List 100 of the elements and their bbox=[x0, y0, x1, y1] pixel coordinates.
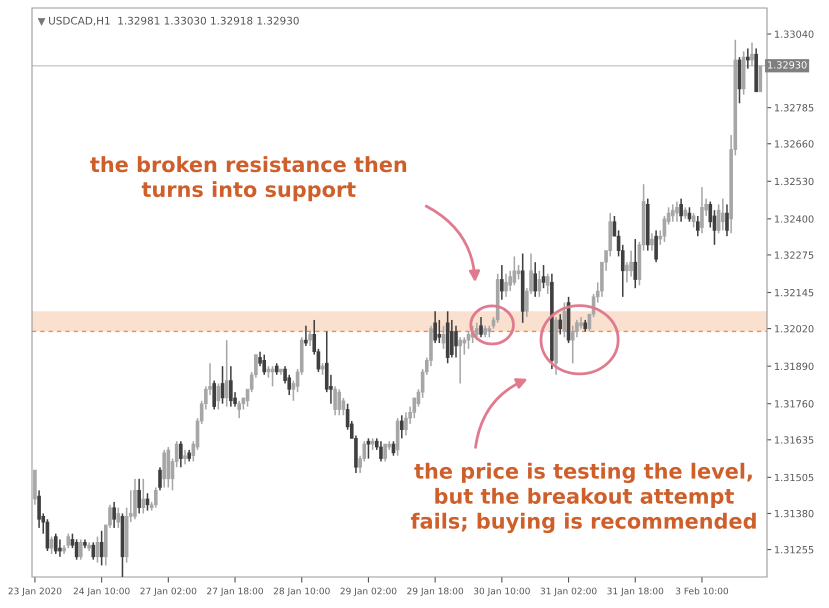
x-tick-label: 27 Jan 18:00 bbox=[207, 588, 264, 596]
y-tick-label: 1.32530 bbox=[775, 178, 814, 186]
candlestick bbox=[750, 42, 754, 67]
candlestick bbox=[454, 324, 458, 358]
candlestick bbox=[379, 440, 383, 462]
candlestick bbox=[475, 322, 479, 341]
candlestick bbox=[229, 365, 233, 408]
candlestick bbox=[725, 204, 729, 237]
candlestick bbox=[216, 382, 220, 410]
candlestick bbox=[533, 261, 538, 298]
candlestick bbox=[154, 486, 158, 508]
candlestick bbox=[220, 365, 224, 404]
y-tick-label: 1.31505 bbox=[775, 474, 814, 482]
candlestick bbox=[337, 388, 342, 416]
y-tick-label: 1.32020 bbox=[775, 325, 814, 332]
candlestick bbox=[146, 492, 150, 512]
x-tick-label: 28 Jan 10:00 bbox=[274, 588, 330, 596]
candlestick bbox=[266, 365, 270, 378]
text: USDCAD,H1 1.32981 1.33030 1.32918 1.32930 bbox=[49, 16, 299, 26]
candlestick bbox=[58, 538, 62, 558]
candlestick bbox=[320, 362, 324, 376]
candlestick bbox=[400, 414, 404, 440]
candlestick bbox=[625, 261, 629, 284]
y-tick-label: 1.32660 bbox=[775, 140, 814, 148]
candlestick bbox=[538, 270, 542, 298]
y-tick-label: 1.31255 bbox=[775, 546, 814, 554]
candlestick bbox=[438, 319, 442, 344]
candlestick bbox=[137, 478, 141, 514]
candlestick bbox=[54, 532, 58, 555]
candlestick bbox=[116, 506, 120, 529]
candlestick bbox=[688, 206, 692, 222]
candlestick bbox=[483, 324, 487, 338]
candlestick bbox=[562, 302, 566, 338]
candlestick bbox=[304, 324, 308, 347]
candlestick bbox=[721, 198, 725, 232]
y-tick-label: 1.31635 bbox=[775, 436, 814, 444]
candlestick bbox=[583, 319, 588, 332]
candlestick bbox=[654, 230, 658, 263]
candlestick bbox=[500, 264, 504, 300]
annotation: the price is testing the level, but the breakout attempt fails; buying is recommended bbox=[410, 462, 756, 534]
candlestick bbox=[696, 215, 700, 237]
candlestick bbox=[333, 386, 337, 416]
candlestick bbox=[91, 542, 96, 560]
candlestick bbox=[392, 440, 396, 456]
candlestick bbox=[546, 272, 550, 295]
candlestick bbox=[366, 438, 370, 460]
candlestick bbox=[662, 215, 666, 243]
candlestick bbox=[746, 48, 750, 70]
candlestick bbox=[383, 443, 387, 462]
candlestick bbox=[142, 478, 146, 514]
x-tick-label: 31 Jan 18:00 bbox=[607, 588, 664, 596]
candlestick bbox=[274, 362, 279, 376]
candlestick bbox=[112, 501, 116, 529]
x-tick-label: 29 Jan 02:00 bbox=[340, 588, 396, 596]
candlestick bbox=[650, 232, 654, 252]
y-tick-label: 1.31890 bbox=[775, 362, 814, 370]
candlestick bbox=[479, 316, 483, 338]
y-tick-label: 1.31380 bbox=[775, 510, 814, 518]
candlestick bbox=[187, 449, 191, 462]
candlestick bbox=[504, 272, 508, 298]
candlestick bbox=[308, 330, 312, 347]
ref-line-label: 1.32930 bbox=[768, 61, 807, 69]
candlestick bbox=[158, 466, 162, 492]
annotation: the broken resistance then turns into support bbox=[90, 156, 406, 202]
y-tick-label: 1.32785 bbox=[775, 104, 814, 112]
candlestick bbox=[542, 264, 546, 289]
x-tick-label: 31 Jan 02:00 bbox=[540, 588, 597, 596]
candlestick bbox=[433, 310, 437, 344]
candlestick bbox=[179, 440, 183, 468]
y-tick-label: 1.32400 bbox=[775, 215, 814, 223]
candlestick bbox=[183, 449, 187, 466]
candlestick bbox=[442, 324, 446, 350]
candlestick bbox=[450, 319, 454, 358]
candlestick bbox=[96, 536, 100, 564]
candlestick bbox=[370, 438, 374, 451]
x-tick-label: 3 Feb 10:00 bbox=[676, 587, 728, 594]
candlestick bbox=[629, 250, 633, 278]
candlestick bbox=[458, 336, 462, 384]
y-tick-label: 1.32275 bbox=[775, 251, 814, 259]
candlestick bbox=[683, 206, 688, 220]
candlestick bbox=[670, 204, 675, 222]
candlestick bbox=[74, 538, 78, 560]
candlestick bbox=[212, 380, 216, 410]
candlestick bbox=[579, 316, 583, 330]
candlestick bbox=[679, 198, 683, 222]
candlestick bbox=[516, 264, 520, 280]
candlestick bbox=[50, 536, 54, 555]
candlestick bbox=[633, 238, 638, 289]
y-tick-label: 1.32145 bbox=[775, 288, 814, 296]
candlestick bbox=[692, 212, 696, 228]
candlestick bbox=[700, 186, 704, 234]
candlestick bbox=[675, 200, 679, 222]
x-tick-label: 27 Jan 02:00 bbox=[140, 588, 196, 596]
candlestick bbox=[237, 400, 242, 419]
candlestick bbox=[262, 354, 266, 376]
candlestick bbox=[270, 365, 274, 388]
candlestick bbox=[224, 339, 229, 408]
x-tick-label: 24 Jan 10:00 bbox=[74, 588, 130, 596]
y-tick-label: 1.33040 bbox=[775, 30, 814, 38]
x-tick-label: 30 Jan 10:00 bbox=[474, 588, 530, 596]
